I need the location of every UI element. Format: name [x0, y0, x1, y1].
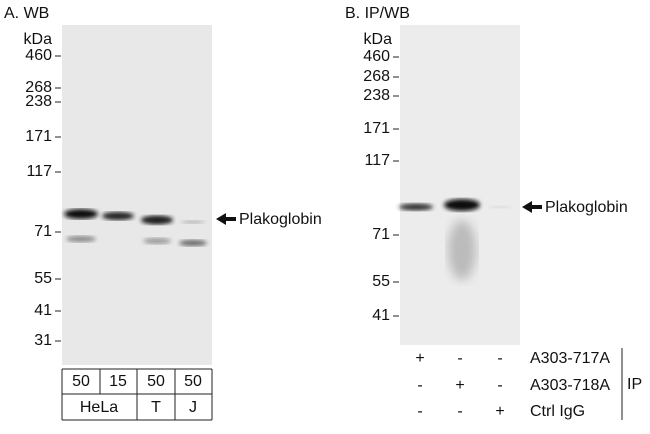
marker-label: 268	[363, 68, 390, 85]
band	[141, 215, 173, 225]
marker-label: 117	[26, 163, 52, 180]
panel-title: A. WB	[4, 5, 49, 22]
marker-label: 41	[34, 302, 52, 319]
sign: -	[417, 377, 422, 394]
cell-line: J	[189, 399, 197, 416]
antibody-label: A303-718A	[530, 377, 610, 394]
marker-group: 460 268 238 171 117 71 55 41	[363, 48, 399, 324]
band	[181, 220, 205, 224]
load: 15	[109, 373, 127, 390]
band	[64, 209, 98, 219]
arrow	[216, 213, 236, 225]
antibody-label: Ctrl IgG	[530, 403, 585, 420]
marker-label: 55	[34, 270, 52, 287]
bands	[64, 209, 207, 246]
marker-label: 238	[363, 87, 390, 104]
load: 50	[72, 373, 90, 390]
band	[490, 206, 510, 208]
blot	[62, 25, 212, 365]
cell-line: HeLa	[80, 399, 118, 416]
band	[66, 236, 96, 242]
marker-label: 460	[25, 47, 52, 64]
band	[143, 238, 171, 244]
unit-label: kDa	[364, 31, 393, 48]
band	[102, 212, 134, 220]
target-label: Plakoglobin	[545, 199, 628, 216]
arrow	[522, 201, 542, 213]
target-label: Plakoglobin	[239, 211, 322, 228]
sign: -	[457, 350, 462, 367]
sign: -	[497, 377, 502, 394]
marker-label: 71	[372, 226, 390, 243]
load: 50	[184, 373, 202, 390]
marker-label: 171	[25, 128, 52, 145]
marker-label: 117	[364, 152, 390, 169]
antibody-label: A303-717A	[530, 350, 610, 367]
sign: +	[455, 377, 464, 394]
marker-label: 41	[372, 307, 390, 324]
band	[444, 199, 480, 211]
marker-label: 460	[363, 48, 390, 65]
smear	[448, 220, 476, 280]
marker-label: 31	[34, 332, 52, 349]
load: 50	[147, 373, 165, 390]
bands	[399, 199, 510, 280]
group-label: IP	[627, 376, 642, 393]
sign: +	[495, 403, 504, 420]
sample-table: 50 15 50 50 HeLa T J	[61, 368, 213, 421]
marker-label: 238	[25, 93, 52, 110]
sign: -	[417, 403, 422, 420]
band	[179, 240, 207, 246]
marker-label: 171	[363, 120, 390, 137]
marker-label: 268	[25, 79, 52, 96]
panel-title: B. IP/WB	[345, 5, 410, 22]
band	[399, 203, 433, 211]
marker-label: 55	[372, 273, 390, 290]
sign: -	[457, 403, 462, 420]
blot	[400, 25, 520, 345]
ip-table: + - - A303-717A - + - A303-718A - - + Ctrl IgG	[415, 350, 610, 420]
marker-label: 71	[34, 223, 52, 240]
sign: +	[415, 350, 424, 367]
unit-label: kDa	[24, 31, 53, 48]
sign: -	[497, 350, 502, 367]
cell-line: T	[151, 399, 161, 416]
